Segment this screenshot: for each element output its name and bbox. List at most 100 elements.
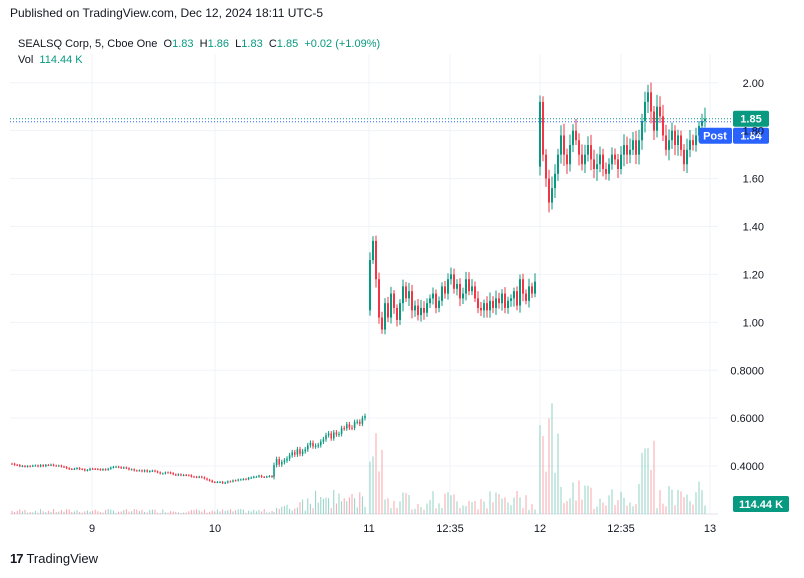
- candle-body: [435, 293, 437, 308]
- candle-body: [97, 469, 99, 471]
- candle-body: [450, 274, 452, 280]
- candle-body: [542, 101, 544, 155]
- last-price-label: 1.85: [740, 114, 761, 126]
- candle-body: [548, 178, 550, 203]
- candle-body: [534, 281, 536, 294]
- candle-body: [112, 466, 115, 468]
- candle-body: [378, 279, 380, 318]
- candle-body: [617, 159, 619, 169]
- candle-body: [288, 455, 291, 459]
- candle-body: [653, 111, 655, 131]
- candle-body: [399, 303, 401, 320]
- candle-body: [596, 164, 598, 169]
- footer-brand: TradingView: [26, 551, 99, 566]
- candle-body: [438, 300, 440, 308]
- candle-body: [590, 145, 592, 160]
- candle-body: [68, 468, 70, 470]
- candle-body: [417, 305, 419, 316]
- y-axis: 2.00 1.80 1.60 1.40 1.20 1.00 0.8000 0.6000 0.40…: [730, 78, 764, 473]
- candle-body: [513, 291, 515, 299]
- candle-body: [317, 445, 319, 447]
- candle-body: [356, 421, 358, 423]
- candle-body: [16, 464, 18, 466]
- candle-body: [275, 459, 278, 466]
- candle-body: [671, 130, 673, 141]
- candle-body: [201, 476, 203, 478]
- candlesticks: [11, 82, 706, 485]
- x-tick-label: 12: [534, 523, 546, 535]
- candle-body: [333, 432, 335, 439]
- candle-body: [141, 470, 143, 472]
- candle-body: [650, 92, 652, 112]
- candle-body: [71, 468, 73, 470]
- candle-body: [426, 303, 428, 313]
- candle-body: [325, 435, 327, 440]
- candle-body: [281, 462, 283, 465]
- legend-high-label: H: [199, 38, 208, 50]
- candle-body: [136, 470, 138, 472]
- post-price-label: 1.84: [740, 131, 762, 143]
- post-price-badge-bg: [733, 127, 769, 144]
- candle-body: [198, 476, 200, 478]
- y-tick-label: 2.00: [743, 78, 764, 90]
- legend-ohlc-row: SEALSQ Corp, 5, Cboe One O1.83 H1.86 L1.…: [18, 36, 380, 52]
- candle-body: [24, 465, 26, 467]
- candle-body: [405, 286, 407, 299]
- candle-body: [447, 279, 449, 294]
- volume-badge-label: 114.44 K: [739, 499, 783, 511]
- candle-body: [519, 279, 521, 306]
- candle-body: [611, 154, 613, 165]
- candle-body: [429, 298, 431, 304]
- candle-body: [605, 169, 607, 174]
- candle-body: [286, 458, 288, 461]
- candle-body: [644, 101, 646, 122]
- candle-body: [120, 467, 122, 469]
- candle-body: [253, 476, 255, 478]
- y-tick-label: 0.8000: [730, 365, 764, 377]
- candle-body: [474, 286, 476, 299]
- volume-badge-bg: [733, 496, 789, 512]
- candle-body: [177, 474, 180, 476]
- candle-body: [632, 140, 634, 150]
- candle-body: [180, 474, 182, 476]
- x-tick-label: 11: [363, 523, 374, 535]
- candle-body: [86, 469, 89, 471]
- candle-body: [414, 305, 416, 311]
- candle-body: [599, 154, 601, 165]
- candle-body: [560, 135, 562, 155]
- candle-body: [581, 154, 583, 165]
- candle-body: [34, 465, 37, 467]
- candle-body: [662, 116, 664, 136]
- legend-vol: 114.44 K: [39, 54, 83, 66]
- candle-body: [32, 465, 34, 467]
- candle-body: [525, 293, 527, 301]
- candle-body: [156, 471, 159, 473]
- candle-body: [623, 145, 625, 155]
- candle-body: [683, 149, 685, 165]
- candle-body: [63, 466, 65, 468]
- chart-legend: SEALSQ Corp, 5, Cboe One O1.83 H1.86 L1.…: [18, 36, 380, 68]
- candle-body: [99, 469, 102, 471]
- candle-body: [263, 476, 265, 478]
- candle-body: [94, 468, 96, 470]
- legend-vol-label: Vol: [18, 54, 34, 66]
- candle-body: [216, 482, 219, 484]
- candle-body: [402, 286, 404, 304]
- candle-body: [271, 476, 273, 478]
- candle-body: [50, 464, 52, 466]
- y-tick-label: 1.20: [743, 269, 764, 281]
- candle-body: [387, 303, 389, 318]
- legend-change: +0.02 (+1.09%): [304, 38, 381, 50]
- candle-body: [224, 482, 226, 484]
- x-tick-label: 12:35: [607, 523, 635, 535]
- candle-body: [686, 149, 688, 165]
- candle-body: [146, 470, 148, 472]
- last-price-badge-bg: [733, 110, 769, 127]
- candle-body: [480, 307, 482, 311]
- candle-body: [234, 480, 237, 482]
- candle-body: [701, 121, 703, 126]
- last-price-badge: 1.85: [733, 110, 769, 127]
- candle-body: [411, 291, 413, 311]
- candle-body: [483, 303, 485, 311]
